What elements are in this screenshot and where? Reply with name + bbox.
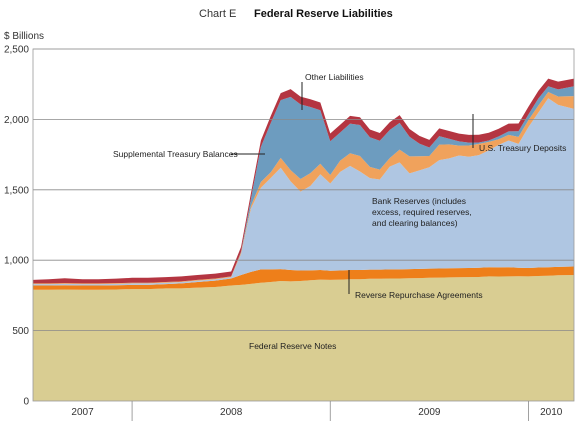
label-bank-reserves-line-3: and clearing balances): [372, 218, 458, 228]
area-supplemental-treasury-balances: [33, 86, 574, 284]
label-federal-reserve-notes: Federal Reserve Notes: [249, 341, 336, 351]
x-tick-label: 2009: [418, 407, 441, 418]
plot-frame: [32, 48, 575, 402]
x-tick-label: 2010: [540, 407, 563, 418]
area-bank-reserves: [33, 98, 574, 286]
y-tick-label: 1,500: [4, 185, 29, 196]
plot-area: [33, 49, 574, 401]
chart-title-prefix: Chart E: [199, 8, 236, 20]
chart-title: Federal Reserve Liabilities: [254, 8, 393, 20]
y-tick-label: 2,500: [4, 45, 29, 56]
y-tick-label: 2,000: [4, 115, 29, 126]
x-tick-label: 2007: [71, 407, 94, 418]
annotations: Other Liabilities Supplemental Treasury …: [113, 72, 566, 351]
area-u-s-treasury-deposits: [33, 91, 574, 285]
y-axis-unit-label: $ Billions: [4, 31, 44, 42]
y-tick-label: 1,000: [4, 256, 29, 267]
label-bank-reserves-line-1: Bank Reserves (includes: [372, 196, 466, 206]
label-other-liabilities: Other Liabilities: [305, 72, 364, 82]
x-tick-label: 2008: [220, 407, 243, 418]
label-reverse-repo: Reverse Repurchase Agreements: [355, 290, 483, 300]
label-treasury-deposits: U.S. Treasury Deposits: [479, 143, 566, 153]
label-bank-reserves-line-2: excess, required reserves,: [372, 207, 472, 217]
y-tick-label: 500: [12, 326, 29, 337]
axes: 0 500 1,000 1,500 2,000 2,500 2007 2008 2009 2010: [4, 45, 575, 421]
label-supplemental-treasury: Supplemental Treasury Balances: [113, 149, 238, 159]
area-reverse-repurchase-agreements: [33, 266, 574, 290]
area-other-liabilities: [33, 78, 574, 284]
y-tick-label: 0: [23, 397, 29, 408]
area-federal-reserve-notes: [33, 274, 574, 401]
